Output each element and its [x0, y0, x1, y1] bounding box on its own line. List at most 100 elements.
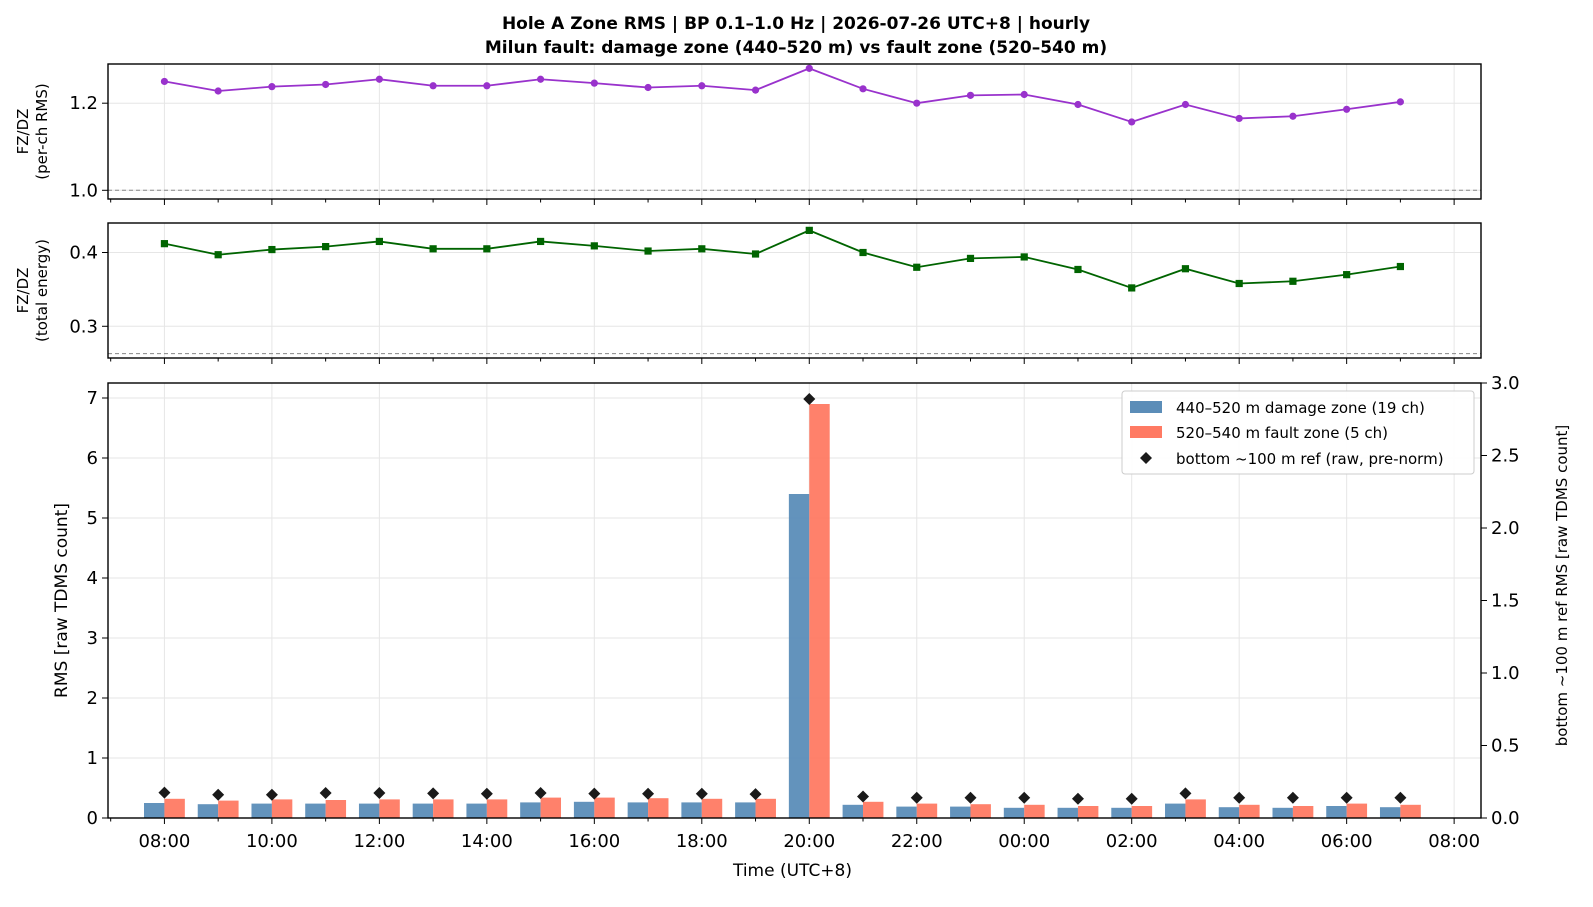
fault-zone-bar	[271, 799, 293, 818]
panel1-ylabel-line2: (per-ch RMS)	[33, 83, 51, 179]
bottom-ref-marker	[373, 787, 386, 800]
fault-zone-bar	[1239, 804, 1260, 818]
damage-zone-bar	[197, 804, 219, 818]
left-ytick-label: 6	[87, 448, 98, 469]
panel1-point	[644, 83, 652, 92]
panel1-ytick-label: 1.2	[69, 93, 98, 114]
right-ytick-label: 0.5	[1491, 736, 1520, 757]
legend-label: 440–520 m damage zone (19 ch)	[1176, 399, 1425, 417]
panel1-point	[751, 86, 760, 94]
bottom-ref-marker	[1340, 791, 1353, 804]
bottom-ref-marker	[857, 790, 870, 803]
panel1-point	[859, 85, 867, 93]
panel1-point	[1181, 100, 1190, 109]
panel2-point	[751, 250, 760, 258]
damage-zone-bar	[1379, 807, 1401, 818]
left-ytick-label: 4	[87, 568, 98, 589]
xtick-label: 06:00	[1321, 831, 1373, 852]
panel2-series-line	[164, 229, 1401, 289]
panel1-point	[1396, 98, 1404, 106]
chart-title-line1: Hole A Zone RMS | BP 0.1–1.0 Hz | 2026-0…	[502, 14, 1090, 34]
panel2-point	[1396, 262, 1404, 271]
left-ytick-label: 7	[87, 388, 98, 409]
damage-zone-bar	[305, 803, 326, 818]
panel1-point	[429, 82, 437, 90]
damage-zone-bar	[1111, 807, 1132, 818]
bottom-ref-marker	[158, 786, 171, 799]
fault-zone-bar	[1292, 806, 1314, 818]
bottom-ref-marker	[642, 787, 655, 800]
damage-zone-bar	[466, 803, 487, 818]
fault-zone-bar	[970, 804, 991, 818]
fault-zone-bar	[755, 798, 776, 818]
bottom-ref-marker	[1018, 791, 1031, 804]
legend-label: bottom ~100 m ref (raw, pre-norm)	[1176, 450, 1444, 468]
fault-zone-bar	[1185, 799, 1206, 818]
damage-zone-bar	[681, 802, 702, 818]
panel2-point	[644, 247, 652, 255]
bottom-ref-marker	[803, 392, 816, 405]
xtick-label: 04:00	[1213, 831, 1265, 852]
panel2-point	[966, 254, 975, 263]
panel1-point	[214, 87, 222, 95]
panel2-point	[1343, 271, 1351, 279]
damage-zone-bar	[144, 803, 165, 818]
panel2-point	[698, 245, 706, 253]
damage-zone-bar	[1057, 807, 1078, 818]
fault-zone-bar	[540, 797, 562, 818]
damage-zone-bar	[735, 802, 756, 818]
bottom-ref-marker	[1286, 791, 1299, 804]
fault-zone-bar	[1400, 804, 1421, 818]
fault-zone-bar	[863, 801, 884, 818]
panel1-point	[590, 79, 598, 87]
panel2-point	[536, 237, 545, 246]
panel2-point	[805, 226, 813, 234]
panel1-point	[483, 82, 491, 90]
y-axis-label-right: bottom ~100 m ref RMS [raw TDMS count]	[1553, 425, 1571, 747]
right-ytick-label: 0.0	[1491, 808, 1520, 829]
panel2-point	[375, 237, 383, 246]
panel1-point	[966, 91, 975, 99]
xtick-label: 08:00	[138, 831, 190, 852]
fault-zone-bar	[1131, 806, 1153, 818]
panel1-point	[698, 82, 706, 90]
panel2-point	[214, 251, 222, 259]
fault-zone-bar	[433, 799, 454, 818]
damage-zone-bar	[788, 494, 810, 818]
panel1-point	[1289, 112, 1297, 120]
y-axis-label-left: RMS [raw TDMS count]	[52, 503, 72, 698]
bottom-ref-marker	[534, 787, 547, 800]
x-axis-label: Time (UTC+8)	[732, 861, 852, 881]
panel1-point	[375, 75, 383, 83]
bottom-ref-marker	[1125, 792, 1138, 805]
legend-swatch	[1140, 452, 1152, 464]
xtick-label: 14:00	[461, 831, 513, 852]
damage-zone-bar	[1003, 807, 1025, 818]
damage-zone-bar	[358, 803, 380, 818]
damage-zone-bar	[412, 803, 434, 818]
fault-zone-bar	[809, 404, 830, 818]
damage-zone-bar	[251, 803, 272, 818]
fault-zone-bar	[916, 803, 938, 818]
panel1-point	[268, 83, 276, 91]
fault-zone-bar	[325, 800, 347, 818]
bottom-ref-marker	[1394, 791, 1407, 804]
rms-bar-panel: 0 1 2 3 4 5 6 7 0.0 0.5 1.0 1.5 2.0 2.5 3.0 08:00 10:00 1…	[52, 373, 1571, 881]
right-ytick-label: 2.5	[1491, 446, 1520, 467]
panel1-point	[1074, 100, 1082, 109]
panel2-point	[1074, 265, 1082, 274]
xtick-label: 12:00	[353, 831, 405, 852]
panel1-point	[1343, 105, 1351, 113]
panel2-point	[483, 245, 491, 253]
damage-zone-bar	[950, 806, 971, 818]
panel1-ytick-label: 1.0	[69, 180, 98, 201]
panel1-frame	[107, 63, 1482, 200]
panel1-point	[1128, 118, 1136, 126]
panel1-ylabel-line1: FZ/DZ	[14, 109, 32, 155]
panel2-point	[1235, 279, 1243, 288]
legend-swatch	[1130, 401, 1162, 413]
panel2-ytick-label: 0.3	[69, 316, 98, 337]
xtick-label: 10:00	[246, 831, 298, 852]
panel2-point	[268, 245, 276, 254]
